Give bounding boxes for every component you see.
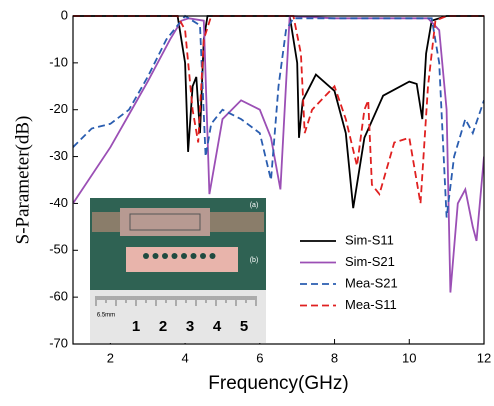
legend: Sim-S11 Sim-S21 Mea-S21 Mea-S11 <box>300 232 398 312</box>
plot: 0-10-20-30-40-50-60-702 4 6 8 10 12Frequency(… <box>12 7 491 394</box>
via <box>200 253 206 259</box>
ruler-number: 3 <box>186 318 194 335</box>
series-line <box>73 14 484 218</box>
via <box>181 253 187 259</box>
y-tick-label: -10 <box>49 54 68 69</box>
x-axis-label: Frequency(GHz) <box>208 373 348 394</box>
via <box>190 253 197 259</box>
inset-label: (b) <box>250 257 259 264</box>
y-tick-label: 0 <box>61 7 68 22</box>
legend-label: Mea-S21 <box>345 275 398 290</box>
x-tick-label: 10 <box>402 350 416 365</box>
inset-label: (a) <box>250 202 259 209</box>
ruler-number: 1 <box>132 318 140 335</box>
y-tick-label: -50 <box>49 242 68 257</box>
x-tick-label: 8 <box>331 350 338 365</box>
y-tick-label: -20 <box>49 101 68 116</box>
x-tick-label: 12 <box>477 350 491 365</box>
x-tick-label: 4 <box>181 350 188 365</box>
x-tick-label: 2 <box>107 350 114 365</box>
circuit-a <box>129 213 201 231</box>
y-tick-label: -70 <box>49 335 68 350</box>
scale-label: 6.5mm <box>97 313 115 319</box>
x-tick-label: 6 <box>256 350 263 365</box>
ruler-number: 2 <box>159 318 167 335</box>
ruler-number: 4 <box>213 318 222 335</box>
pcb-b <box>126 247 238 272</box>
via <box>171 253 178 259</box>
via <box>162 253 168 259</box>
legend-label: Sim-S21 <box>345 254 395 269</box>
series-line <box>73 15 484 204</box>
legend-label: Sim-S11 <box>345 232 394 247</box>
legend-label: Mea-S11 <box>345 297 397 312</box>
series-line <box>73 15 484 209</box>
ruler-number: 5 <box>240 318 248 335</box>
via <box>209 253 216 259</box>
inset-photo: (a) (b) 6.5mm 1 2 3 4 5 <box>90 198 266 343</box>
via <box>143 253 149 259</box>
y-tick-label: -60 <box>49 289 68 304</box>
pcb-a <box>120 208 210 236</box>
via <box>152 253 159 259</box>
plot-frame <box>72 15 485 345</box>
y-tick-label: -40 <box>49 195 68 210</box>
y-axis-label: S-Parameter(dB) <box>12 116 33 245</box>
y-tick-label: -30 <box>49 148 68 163</box>
